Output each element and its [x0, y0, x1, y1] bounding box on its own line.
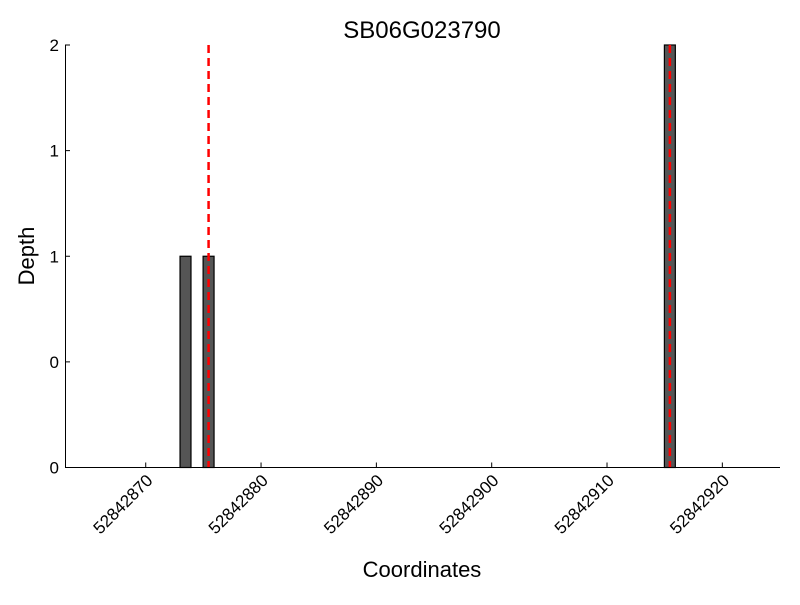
y-tick-label: 0	[50, 459, 59, 478]
x-tick-label: 52842870	[90, 471, 157, 538]
x-axis-label: Coordinates	[363, 557, 482, 582]
x-tick-label: 52842900	[436, 471, 503, 538]
y-tick-label: 0	[50, 353, 59, 372]
x-tick-label: 52842910	[551, 471, 618, 538]
y-tick-label: 2	[50, 36, 59, 55]
chart-title: SB06G023790	[343, 17, 500, 44]
y-axis-label: Depth	[14, 227, 39, 286]
x-tick-label: 52842890	[320, 471, 387, 538]
x-tick-label: 52842880	[205, 471, 272, 538]
x-tick-label: 52842920	[666, 471, 733, 538]
y-tick-label: 1	[50, 247, 59, 266]
bar	[179, 255, 192, 469]
y-tick-label: 1	[50, 142, 59, 161]
